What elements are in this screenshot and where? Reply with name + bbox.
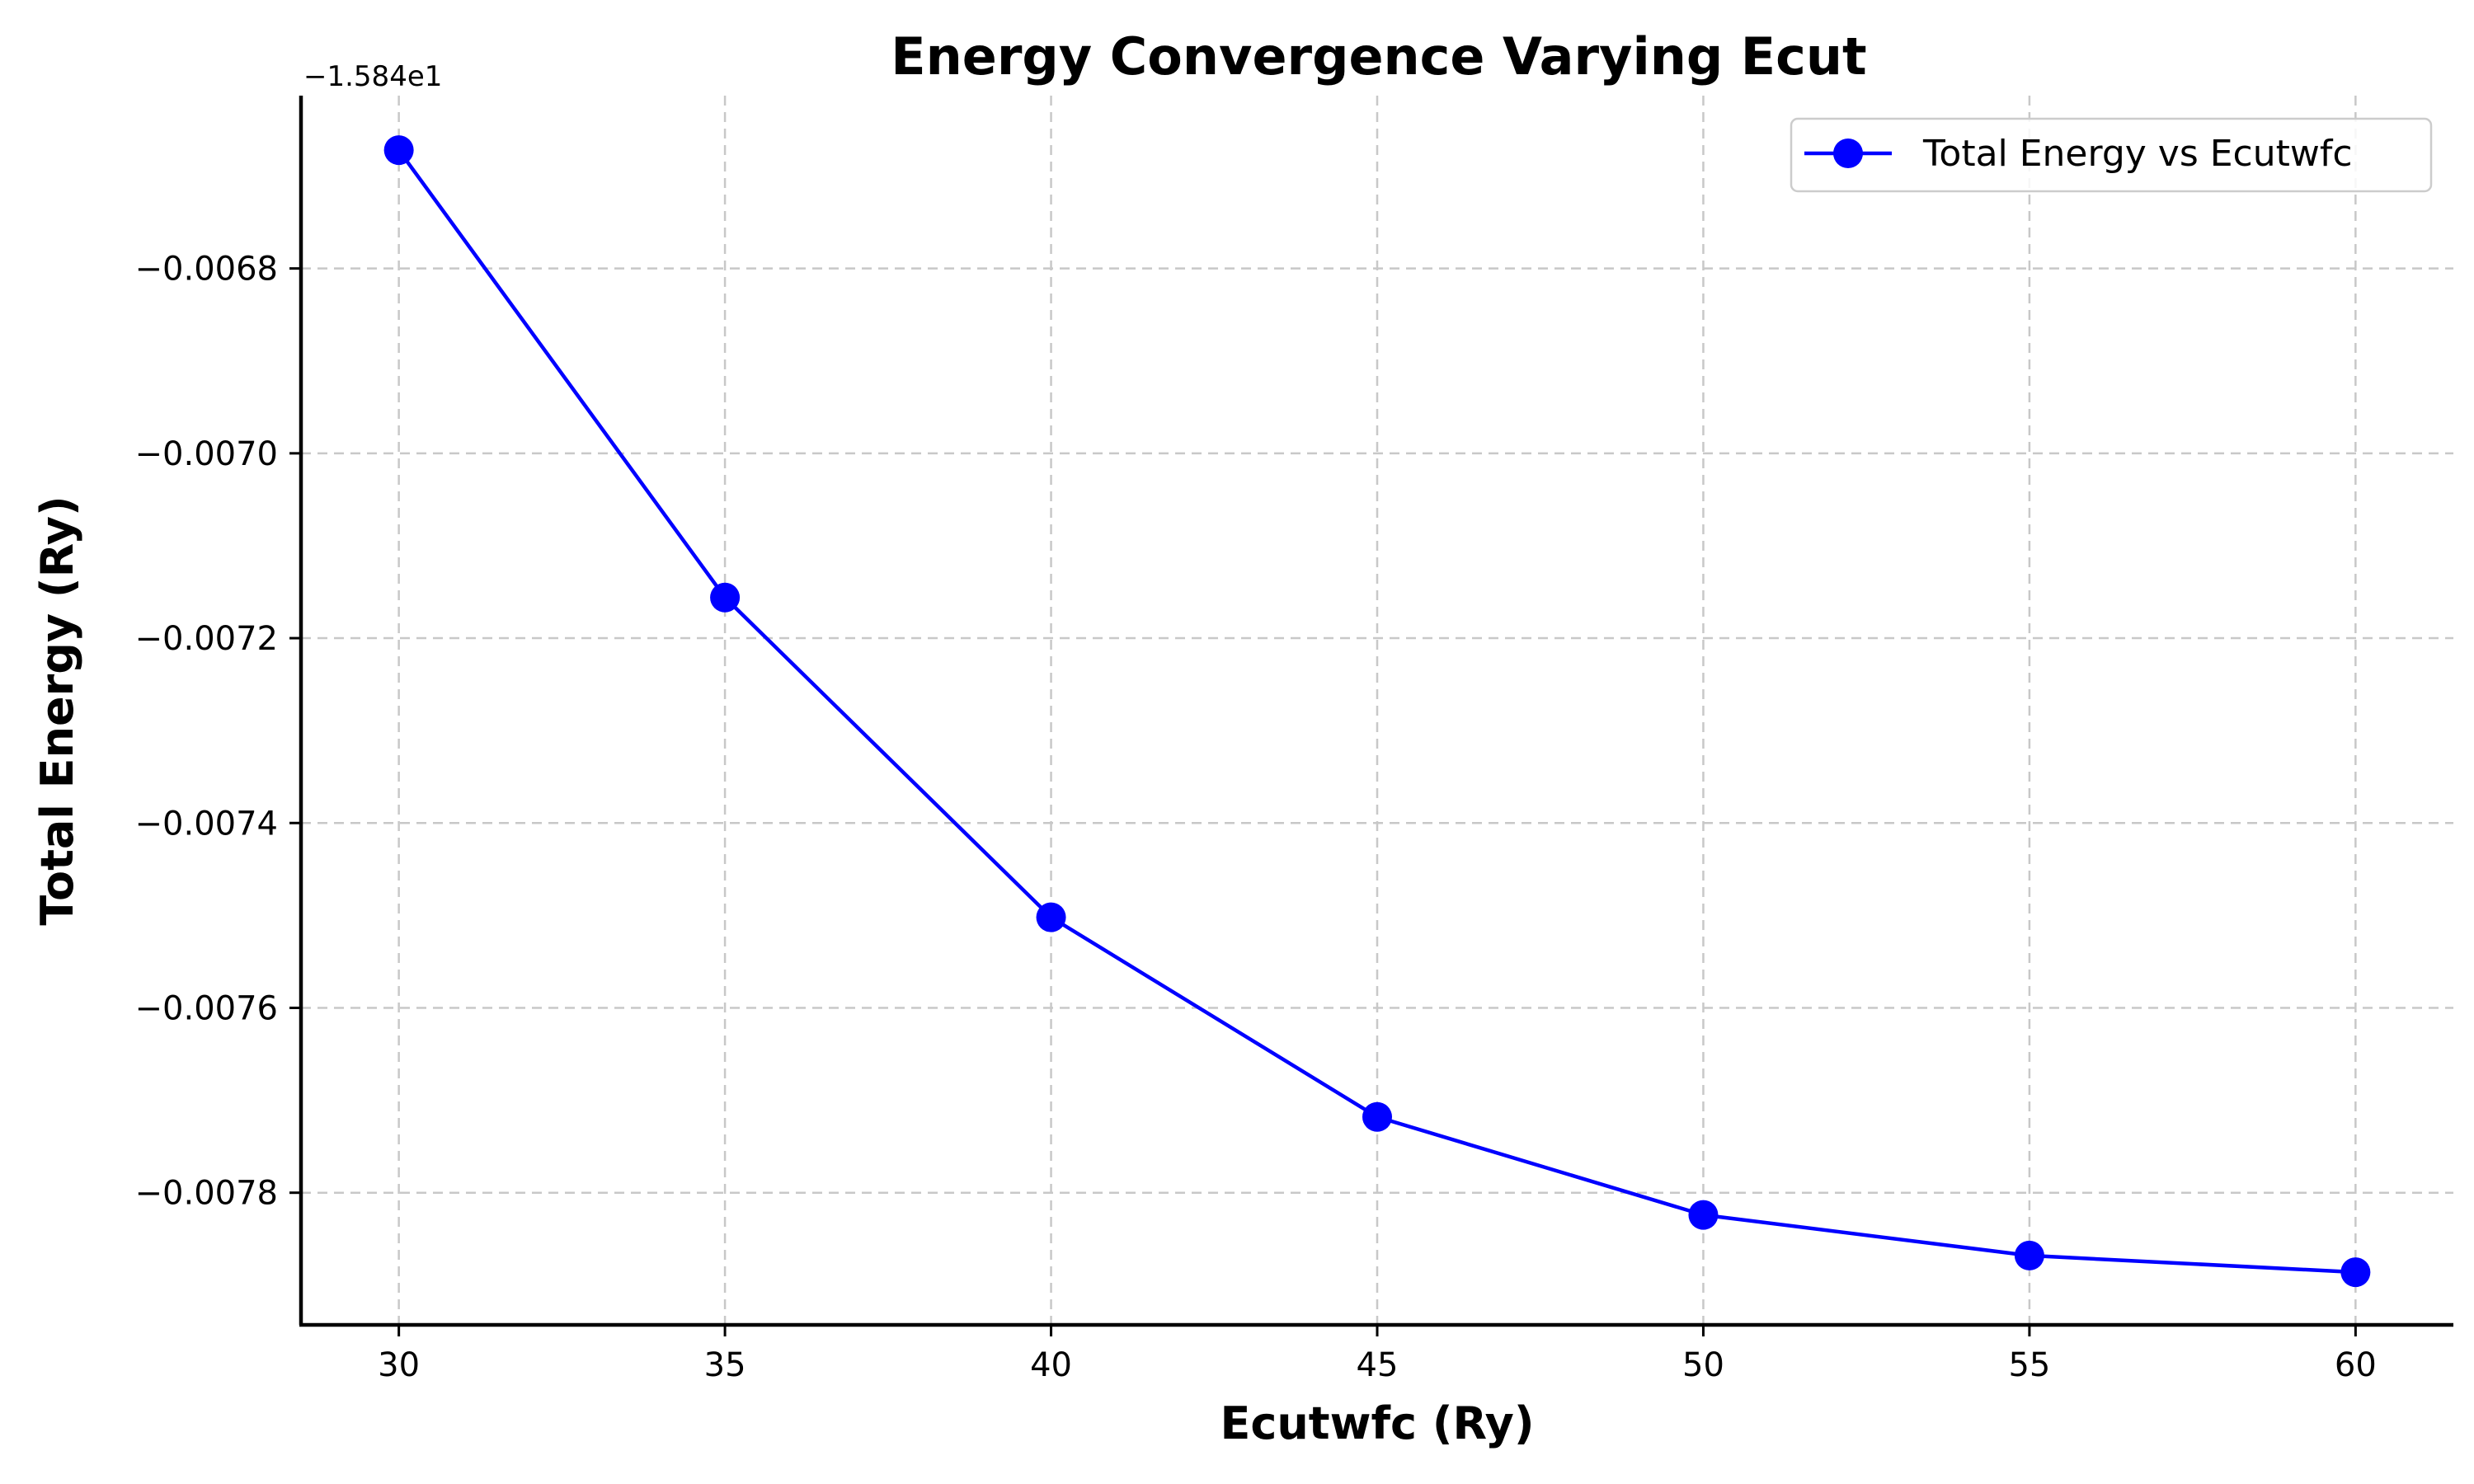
grid [301,96,2453,1325]
y-tick-label: −0.0078 [135,1175,278,1213]
data-point [2340,1257,2371,1288]
legend: Total Energy vs Ecutwfc [1790,117,2433,193]
x-tick-label: 30 [378,1346,420,1384]
data-point [2014,1240,2044,1270]
data-point [1688,1200,1719,1230]
x-axis-label: Ecutwfc (Ry) [1220,1397,1534,1449]
y-tick-label: −0.0070 [135,435,278,473]
legend-marker-swatch [1833,139,1863,168]
x-tick-label: 50 [1682,1346,1724,1384]
x-tick-label: 40 [1030,1346,1072,1384]
data-point [1362,1101,1392,1132]
chart-title: Energy Convergence Varying Ecut [891,26,1866,87]
y-tick-label: −0.0072 [135,620,278,658]
data-point [1036,902,1066,932]
y-tick-label: −0.0076 [135,989,278,1027]
x-tick-label: 60 [2335,1346,2377,1384]
x-tick-label: 55 [2008,1346,2050,1384]
y-tick-label: −0.0068 [135,251,278,289]
y-axis-label: Total Energy (Ry) [31,495,83,925]
x-tick-label: 45 [1357,1346,1399,1384]
y-tick-label: −0.0074 [135,805,278,843]
data-point [383,135,414,166]
legend-box [1790,117,2433,193]
data-point [710,582,741,613]
axis-ticks: 30 35 40 45 50 55 60 −0.0068 −0.0070 −0.0072 −0.00… [135,251,2377,1384]
series-layer [383,135,2371,1288]
y-offset-label: −1.584e1 [303,60,442,93]
legend-label: Total Energy vs Ecutwfc [1922,133,2353,175]
x-tick-label: 35 [704,1346,746,1384]
